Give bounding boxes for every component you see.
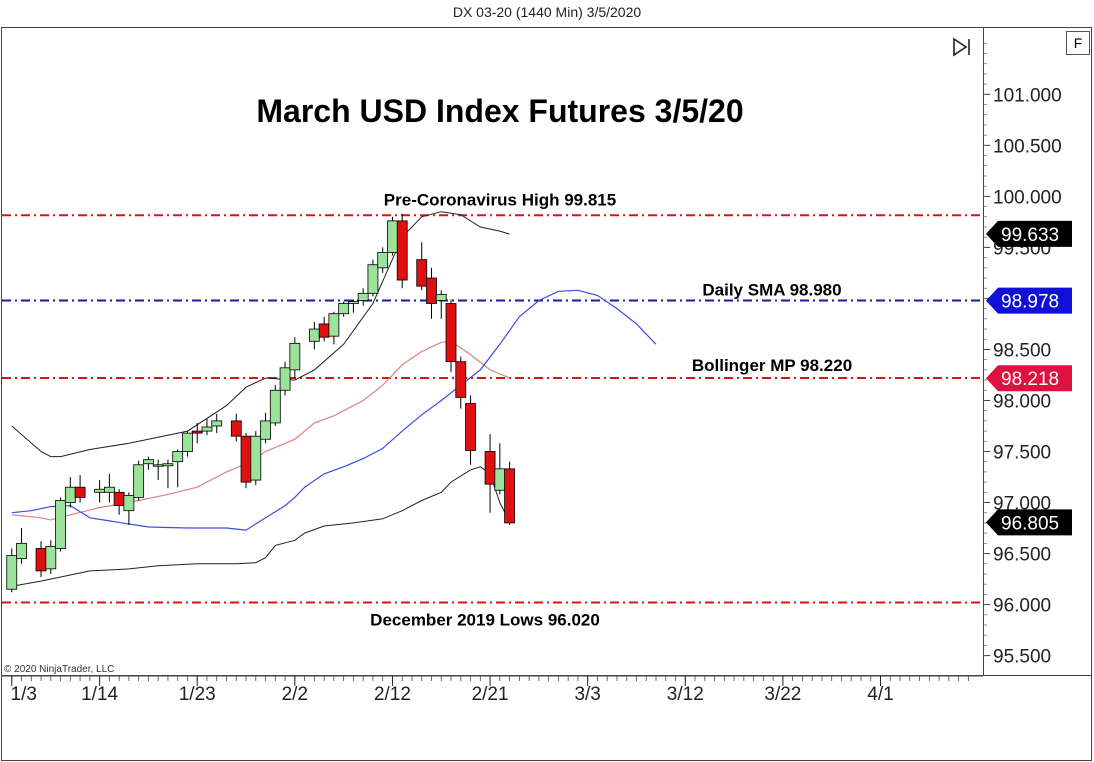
x-tick-label: 3/12 — [667, 684, 704, 705]
price-marker-tag — [986, 220, 1072, 247]
x-tick-label: 2/12 — [374, 684, 411, 705]
candle-up — [123, 494, 135, 512]
x-tick-label: 1/14 — [81, 684, 118, 705]
price-marker-label: 96.805 — [1001, 513, 1059, 534]
reference-line-label: December 2019 Lows 96.020 — [370, 611, 600, 630]
candle-down — [230, 420, 242, 437]
candle-up — [435, 293, 447, 301]
candle-down — [426, 277, 437, 304]
candle-up — [357, 292, 369, 301]
candle-down — [504, 468, 515, 524]
daily-sma-line — [11, 289, 657, 531]
bollinger-middle-line — [11, 340, 510, 521]
candle-down — [35, 548, 47, 572]
x-tick-label: 4/1 — [867, 684, 893, 705]
x-tick-label: 1/3 — [11, 684, 37, 705]
y-tick-label: 98.000 — [993, 391, 1051, 412]
candle-up — [308, 328, 320, 342]
bollinger-upper-band — [11, 211, 510, 458]
candle-up — [289, 342, 301, 371]
candle-up — [172, 451, 184, 463]
candle-up — [162, 463, 174, 467]
reference-line-label: Daily SMA 98.980 — [702, 280, 841, 299]
candle-up — [269, 389, 281, 424]
candle-up — [211, 420, 223, 427]
reference-line-label: Pre-Coronavirus High 99.815 — [384, 190, 616, 209]
y-tick-label: 96.000 — [993, 596, 1051, 617]
y-tick-label: 95.500 — [993, 647, 1051, 668]
y-tick-label: 98.500 — [993, 340, 1051, 361]
candle-up — [494, 468, 506, 491]
x-tick-label: 1/23 — [179, 684, 216, 705]
candle-down — [191, 430, 203, 434]
x-tick-label: 3/22 — [764, 684, 801, 705]
candle-down — [318, 323, 330, 338]
candle-up — [279, 367, 291, 391]
candle-down — [113, 491, 125, 506]
candle-up — [45, 546, 57, 570]
copyright-text: © 2020 NinjaTrader, LLC — [4, 664, 114, 675]
candle-down — [465, 403, 476, 451]
y-tick-label: 97.500 — [993, 442, 1051, 463]
candle-up — [55, 500, 66, 549]
candle-up — [387, 220, 398, 253]
price-marker-label: 98.978 — [1001, 292, 1059, 313]
candle-up — [94, 488, 106, 493]
price-marker-tag — [986, 287, 1072, 314]
price-marker-label: 99.633 — [1001, 225, 1059, 246]
y-tick-label: 100.500 — [993, 136, 1062, 157]
skip-to-end-icon[interactable] — [950, 36, 976, 58]
candle-up — [348, 301, 359, 304]
y-tick-label: 96.500 — [993, 545, 1051, 566]
y-tick-label: 97.000 — [993, 494, 1051, 515]
y-tick-label: 101.000 — [993, 85, 1062, 106]
candle-up — [16, 542, 27, 560]
candle-up — [133, 464, 145, 498]
bollinger-lower-band — [11, 466, 511, 587]
candle-down — [74, 486, 86, 498]
candle-up — [260, 420, 271, 440]
candle-up — [182, 432, 193, 452]
candle-up — [103, 486, 115, 493]
y-tick-label: 100.000 — [993, 187, 1062, 208]
candle-up — [367, 264, 379, 294]
price-marker-tag — [986, 365, 1072, 392]
candle-up — [201, 426, 213, 432]
candle-down — [455, 361, 467, 398]
candle-up — [6, 555, 18, 590]
candle-up — [64, 486, 76, 503]
candle-up — [250, 435, 262, 481]
candle-down — [484, 451, 496, 485]
price-marker-label: 98.218 — [1001, 369, 1059, 390]
candle-down — [445, 303, 457, 363]
chart-header: DX 03-20 (1440 Min) 3/5/2020 — [452, 4, 642, 20]
price-marker-tag — [986, 509, 1072, 536]
x-tick-label: 3/3 — [574, 684, 600, 705]
candle-up — [328, 313, 340, 337]
candle-up — [338, 303, 350, 315]
candle-up — [377, 252, 389, 269]
candle-up — [152, 464, 164, 467]
candle-down — [396, 220, 408, 281]
x-tick-label: 2/2 — [282, 684, 308, 705]
x-tick-label: 2/21 — [472, 684, 509, 705]
candle-up — [143, 459, 154, 465]
reference-line-label: Bollinger MP 98.220 — [692, 356, 852, 375]
axis-frame — [983, 27, 1092, 676]
format-button[interactable]: F — [1066, 31, 1090, 55]
candle-down — [240, 435, 252, 483]
candle-down — [416, 259, 428, 287]
chart-title: March USD Index Futures 3/5/20 — [256, 93, 743, 129]
